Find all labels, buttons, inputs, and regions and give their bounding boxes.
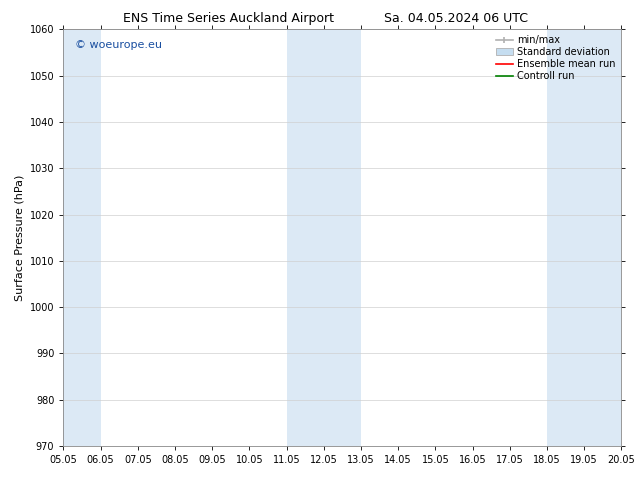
Text: © woeurope.eu: © woeurope.eu (75, 40, 162, 50)
Text: ENS Time Series Auckland Airport: ENS Time Series Auckland Airport (123, 12, 333, 25)
Text: Sa. 04.05.2024 06 UTC: Sa. 04.05.2024 06 UTC (384, 12, 529, 25)
Legend: min/max, Standard deviation, Ensemble mean run, Controll run: min/max, Standard deviation, Ensemble me… (493, 32, 618, 84)
Y-axis label: Surface Pressure (hPa): Surface Pressure (hPa) (14, 174, 24, 301)
Bar (547, 29, 621, 446)
Bar (63, 29, 101, 446)
Bar (287, 29, 361, 446)
